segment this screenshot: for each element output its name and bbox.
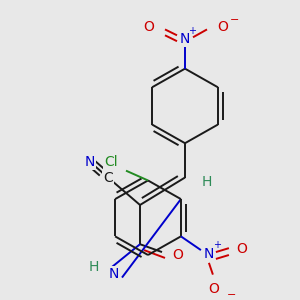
Text: −: − — [230, 15, 240, 25]
Text: Cl: Cl — [104, 155, 118, 169]
Text: +: + — [188, 26, 196, 36]
Text: +: + — [213, 240, 221, 250]
Text: H: H — [89, 260, 99, 274]
Text: N: N — [85, 155, 95, 169]
Text: N: N — [180, 32, 190, 46]
Text: O: O — [236, 242, 247, 256]
Text: O: O — [218, 20, 228, 34]
Text: O: O — [172, 248, 183, 262]
Text: O: O — [144, 20, 154, 34]
Text: C: C — [103, 170, 113, 184]
Text: O: O — [208, 282, 219, 296]
Text: −: − — [227, 290, 237, 300]
Text: N: N — [109, 267, 119, 280]
Text: H: H — [202, 176, 212, 189]
Text: N: N — [204, 247, 214, 261]
